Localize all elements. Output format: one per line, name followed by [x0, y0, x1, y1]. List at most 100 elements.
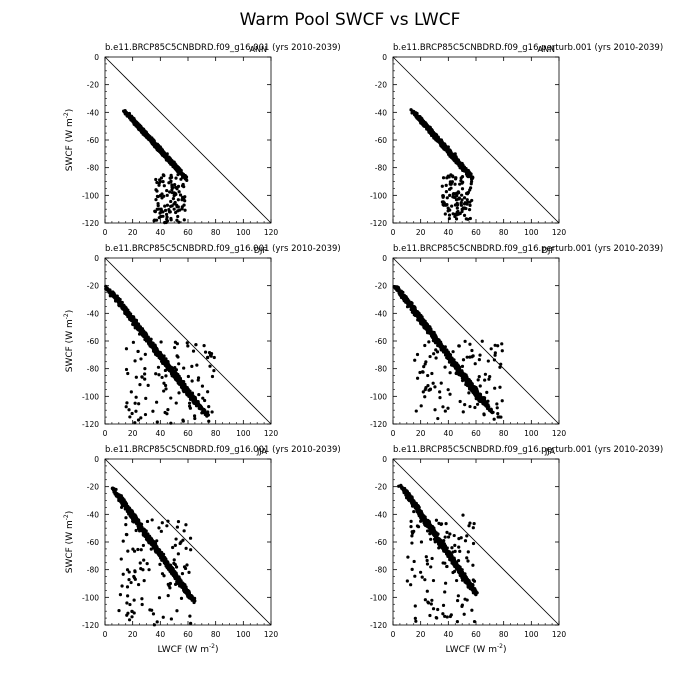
- y-tick-label: -120: [82, 219, 99, 228]
- data-point: [454, 217, 459, 221]
- data-point: [441, 194, 445, 198]
- data-point: [467, 383, 471, 387]
- data-point: [433, 408, 437, 412]
- data-point: [161, 173, 165, 177]
- data-point: [492, 358, 497, 362]
- data-point: [453, 182, 457, 186]
- data-point: [128, 314, 132, 318]
- data-point: [139, 357, 143, 361]
- data-point: [451, 175, 455, 179]
- data-point: [137, 332, 142, 336]
- x-tick-label: 120: [264, 630, 279, 639]
- data-point: [416, 315, 420, 319]
- data-point: [398, 289, 402, 293]
- data-point: [433, 385, 437, 389]
- data-point: [459, 176, 463, 180]
- figure-title: Warm Pool SWCF vs LWCF: [239, 10, 461, 30]
- data-point: [478, 353, 482, 357]
- data-point: [174, 377, 178, 381]
- data-point: [443, 409, 447, 413]
- y-tick-label: -120: [82, 621, 99, 630]
- data-point: [129, 317, 134, 321]
- data-point: [212, 355, 216, 360]
- data-point: [183, 388, 187, 393]
- data-point: [464, 206, 468, 211]
- x-tick-label: 100: [236, 228, 251, 237]
- y-tick-label: -60: [375, 337, 387, 346]
- data-point: [467, 208, 472, 212]
- data-point: [445, 203, 449, 207]
- data-point: [417, 318, 422, 323]
- data-point: [439, 347, 444, 351]
- scatter-series: [392, 284, 504, 421]
- data-point: [159, 148, 163, 152]
- data-point: [124, 405, 128, 409]
- data-point: [423, 343, 427, 348]
- data-point: [460, 370, 464, 374]
- data-point: [181, 418, 185, 422]
- data-point: [143, 367, 147, 371]
- data-point: [143, 352, 147, 356]
- data-point: [465, 174, 469, 178]
- data-point: [178, 208, 182, 212]
- data-point: [128, 116, 132, 120]
- data-point: [405, 299, 409, 303]
- data-point: [207, 405, 211, 409]
- data-point: [432, 339, 437, 343]
- y-tick-label: -60: [87, 337, 99, 346]
- data-point: [163, 410, 167, 415]
- data-point: [169, 204, 173, 208]
- data-point: [206, 355, 210, 359]
- data-point: [438, 390, 442, 394]
- panel-season-label: ANN: [250, 45, 267, 54]
- data-point: [153, 345, 157, 349]
- data-point: [461, 180, 465, 184]
- data-point: [174, 176, 178, 180]
- data-point: [165, 188, 169, 193]
- panel-season-label: DJF: [542, 246, 556, 255]
- data-point: [451, 350, 455, 354]
- x-tick-label: 20: [416, 429, 426, 438]
- data-point: [143, 412, 148, 417]
- data-point: [168, 190, 172, 194]
- data-point: [496, 411, 500, 416]
- data-point: [179, 177, 183, 181]
- data-point: [144, 396, 148, 400]
- data-point: [202, 407, 206, 412]
- data-point: [441, 405, 445, 409]
- data-point: [423, 388, 427, 392]
- data-point: [181, 196, 185, 201]
- data-point: [468, 404, 472, 409]
- data-point: [166, 407, 170, 412]
- y-tick-label: -120: [370, 219, 387, 228]
- data-point: [460, 209, 464, 214]
- data-point: [495, 402, 499, 406]
- data-point: [499, 415, 503, 419]
- data-point: [448, 371, 452, 375]
- data-point: [169, 396, 173, 400]
- y-tick-label: 0: [382, 254, 387, 263]
- data-point: [460, 373, 464, 378]
- data-point: [448, 193, 452, 197]
- data-point: [498, 385, 502, 389]
- data-point: [160, 375, 164, 380]
- data-point: [164, 212, 169, 216]
- data-point: [133, 401, 137, 405]
- y-tick-label: -20: [87, 282, 99, 291]
- x-tick-label: 120: [552, 429, 567, 438]
- data-point: [154, 177, 158, 182]
- data-point: [133, 421, 137, 425]
- data-point: [195, 363, 199, 367]
- data-point: [169, 216, 173, 221]
- data-point: [209, 351, 214, 356]
- data-point: [414, 113, 419, 117]
- y-tick-label: -100: [82, 593, 99, 602]
- y-tick-label: 0: [94, 53, 99, 62]
- data-point: [436, 416, 440, 421]
- data-point: [426, 373, 430, 378]
- data-point: [210, 410, 214, 414]
- y-tick-label: -80: [375, 365, 387, 374]
- data-point: [423, 395, 427, 399]
- data-point: [190, 364, 194, 368]
- data-point: [455, 206, 459, 210]
